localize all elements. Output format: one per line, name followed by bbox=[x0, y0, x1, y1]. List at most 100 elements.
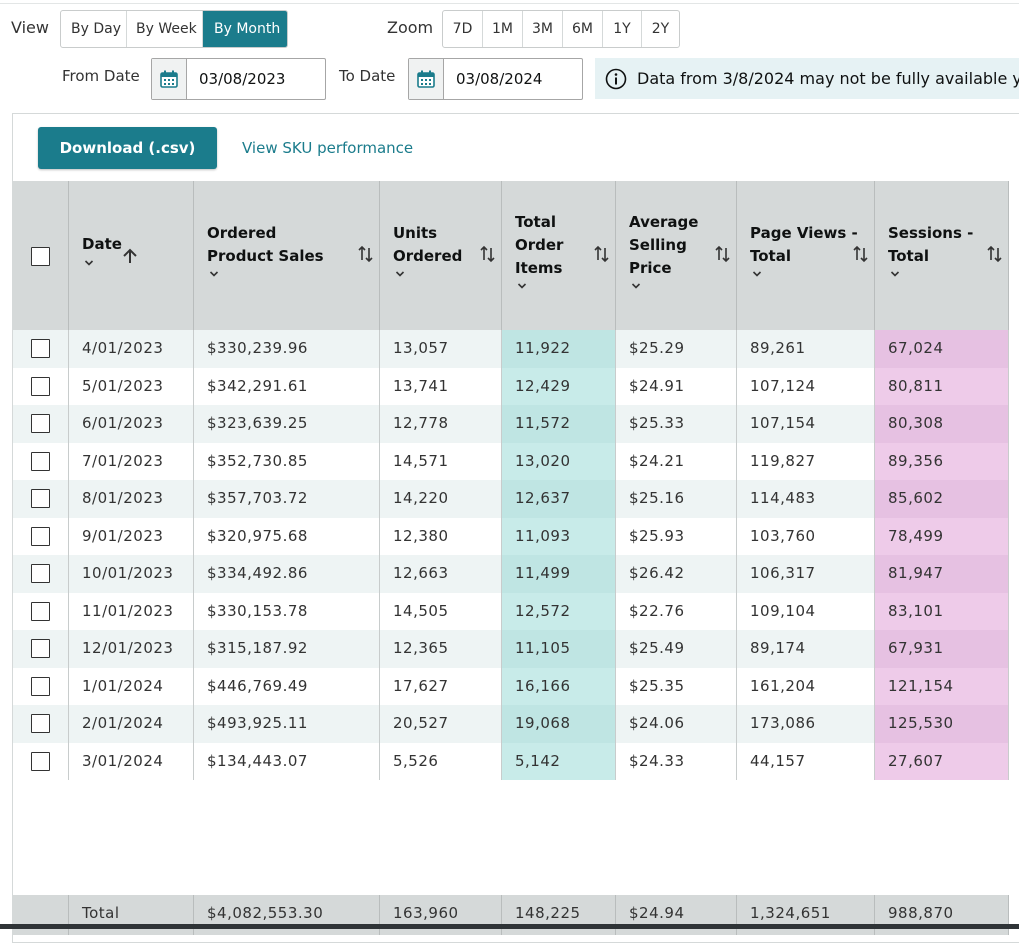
table-cell-date: 6/01/2023 bbox=[69, 405, 194, 443]
table-cell-total-order-items: 12,637 bbox=[502, 480, 616, 518]
notice-text: Data from 3/8/2024 may not be fully avai… bbox=[637, 69, 1019, 88]
column-header-average-selling-price[interactable]: Average Selling Price bbox=[616, 181, 737, 330]
table-cell-ordered-product-sales: $352,730.85 bbox=[194, 442, 380, 480]
from-date-input[interactable] bbox=[187, 59, 325, 99]
row-checkbox[interactable] bbox=[31, 676, 50, 696]
column-header-label: Sessions - Total bbox=[888, 224, 974, 265]
table-cell-total-order-items: 11,499 bbox=[502, 555, 616, 593]
zoom-selector: 7D 1M 3M 6M 1Y 2Y bbox=[442, 10, 680, 48]
chevron-down-icon[interactable] bbox=[752, 270, 762, 278]
table-cell-ordered-product-sales: $323,639.25 bbox=[194, 405, 380, 443]
row-checkbox[interactable] bbox=[31, 376, 50, 396]
to-date-calendar-button[interactable] bbox=[409, 59, 444, 99]
table-cell-units-ordered: 17,627 bbox=[380, 667, 502, 705]
view-by-month-option[interactable]: By Month bbox=[203, 11, 287, 47]
sort-icon[interactable] bbox=[358, 244, 374, 264]
sort-icon[interactable] bbox=[480, 244, 496, 264]
table-cell-sessions-total: 81,947 bbox=[875, 555, 1009, 593]
sort-icon[interactable] bbox=[594, 244, 610, 264]
table-cell-units-ordered: 5,526 bbox=[380, 742, 502, 780]
table-cell-total-order-items: 19,068 bbox=[502, 705, 616, 743]
info-icon bbox=[605, 68, 627, 89]
table-cell-total-order-items: 11,105 bbox=[502, 630, 616, 668]
row-checkbox[interactable] bbox=[31, 564, 50, 583]
table-cell-page-views-total: 173,086 bbox=[737, 705, 875, 743]
zoom-6m-option[interactable]: 6M bbox=[563, 11, 603, 47]
table-cell-page-views-total: 119,827 bbox=[737, 442, 875, 480]
zoom-2y-option[interactable]: 2Y bbox=[651, 21, 670, 37]
zoom-1y-option[interactable]: 1Y bbox=[603, 11, 642, 47]
row-select-cell bbox=[13, 330, 69, 368]
row-checkbox[interactable] bbox=[31, 489, 50, 508]
row-checkbox[interactable] bbox=[31, 751, 50, 771]
bottom-scrollbar[interactable] bbox=[0, 924, 1019, 929]
row-checkbox[interactable] bbox=[31, 414, 50, 433]
totals-cell-total-order-items: 148,225 bbox=[502, 895, 616, 935]
table-cell-units-ordered: 12,778 bbox=[380, 405, 502, 443]
column-header-sessions-total[interactable]: Sessions - Total bbox=[875, 181, 1009, 330]
table-cell-average-selling-price: $25.49 bbox=[616, 630, 737, 668]
table-cell-average-selling-price: $22.76 bbox=[616, 592, 737, 630]
view-sku-performance-link[interactable]: View SKU performance bbox=[242, 139, 414, 157]
column-header-page-views-total[interactable]: Page Views - Total bbox=[737, 181, 875, 330]
table-cell-average-selling-price: $25.93 bbox=[616, 517, 737, 555]
chevron-down-icon[interactable] bbox=[890, 270, 900, 278]
table-cell-ordered-product-sales: $493,925.11 bbox=[194, 705, 380, 743]
sort-icon[interactable] bbox=[853, 244, 869, 264]
table-cell-sessions-total: 121,154 bbox=[875, 667, 1009, 705]
table-cell-total-order-items: 5,142 bbox=[502, 742, 616, 780]
totals-cell-ordered-product-sales: $4,082,553.30 bbox=[194, 895, 380, 935]
row-checkbox[interactable] bbox=[31, 451, 50, 471]
sort-icon[interactable] bbox=[715, 244, 731, 264]
row-select-cell bbox=[13, 405, 69, 443]
column-header-units-ordered[interactable]: Units Ordered bbox=[380, 181, 502, 330]
column-header-date[interactable]: Date bbox=[69, 181, 194, 330]
table-cell-page-views-total: 44,157 bbox=[737, 742, 875, 780]
row-checkbox[interactable] bbox=[31, 639, 50, 658]
chevron-down-icon[interactable] bbox=[631, 282, 641, 290]
table-cell-total-order-items: 16,166 bbox=[502, 667, 616, 705]
zoom-1m-option[interactable]: 1M bbox=[483, 11, 523, 47]
table-cell-ordered-product-sales: $330,153.78 bbox=[194, 592, 380, 630]
data-availability-notice: Data from 3/8/2024 may not be fully avai… bbox=[595, 58, 1019, 99]
row-checkbox[interactable] bbox=[31, 601, 50, 621]
to-date-field bbox=[408, 58, 583, 100]
table-cell-page-views-total: 114,483 bbox=[737, 480, 875, 518]
chevron-down-icon[interactable] bbox=[517, 282, 527, 290]
table-cell-average-selling-price: $25.29 bbox=[616, 330, 737, 368]
table-cell-average-selling-price: $25.16 bbox=[616, 480, 737, 518]
table-cell-ordered-product-sales: $334,492.86 bbox=[194, 555, 380, 593]
zoom-7d-option[interactable]: 7D bbox=[443, 11, 483, 47]
chevron-down-icon[interactable] bbox=[395, 270, 405, 278]
row-select-cell bbox=[13, 442, 69, 480]
table-cell-ordered-product-sales: $446,769.49 bbox=[194, 667, 380, 705]
zoom-label: Zoom bbox=[387, 18, 434, 37]
table-cell-total-order-items: 11,922 bbox=[502, 330, 616, 368]
view-by-day-option[interactable]: By Day bbox=[61, 11, 127, 47]
column-header-label: Date bbox=[82, 235, 122, 253]
view-by-week-option[interactable]: By Week bbox=[127, 11, 203, 47]
sort-icon[interactable] bbox=[987, 244, 1003, 264]
select-all-checkbox[interactable] bbox=[31, 247, 50, 266]
sort-ascending-icon[interactable] bbox=[121, 247, 139, 265]
row-select-cell bbox=[13, 480, 69, 518]
table-cell-date: 4/01/2023 bbox=[69, 330, 194, 368]
chevron-down-icon[interactable] bbox=[209, 270, 219, 278]
zoom-3m-option[interactable]: 3M bbox=[523, 11, 563, 47]
table-cell-sessions-total: 27,607 bbox=[875, 742, 1009, 780]
chevron-down-icon[interactable] bbox=[84, 259, 94, 267]
totals-cell-page-views-total: 1,324,651 bbox=[737, 895, 875, 935]
table-cell-average-selling-price: $26.42 bbox=[616, 555, 737, 593]
row-select-cell bbox=[13, 705, 69, 743]
column-header-ordered-product-sales[interactable]: Ordered Product Sales bbox=[194, 181, 380, 330]
row-checkbox[interactable] bbox=[31, 714, 50, 733]
row-checkbox[interactable] bbox=[31, 526, 50, 546]
table-cell-units-ordered: 12,365 bbox=[380, 630, 502, 668]
table-cell-page-views-total: 161,204 bbox=[737, 667, 875, 705]
column-header-total-order-items[interactable]: Total Order Items bbox=[502, 181, 616, 330]
to-date-input[interactable] bbox=[444, 59, 582, 99]
download-csv-button[interactable]: Download (.csv) bbox=[38, 127, 217, 169]
from-date-calendar-button[interactable] bbox=[152, 59, 187, 99]
table-cell-units-ordered: 12,663 bbox=[380, 555, 502, 593]
row-checkbox[interactable] bbox=[31, 339, 50, 358]
